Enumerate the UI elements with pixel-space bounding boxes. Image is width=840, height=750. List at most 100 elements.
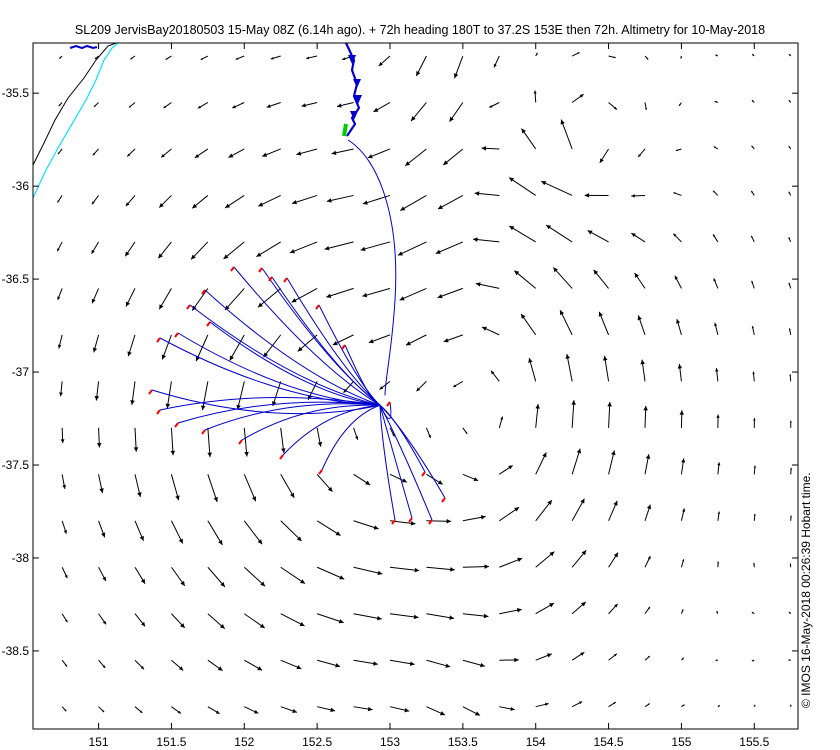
velocity-arrow <box>437 195 464 210</box>
velocity-arrow <box>499 607 522 615</box>
velocity-arrow <box>158 195 172 208</box>
velocity-arrow <box>499 657 519 663</box>
velocity-arrow <box>57 288 63 301</box>
velocity-arrow <box>94 55 99 60</box>
velocity-arrow <box>236 381 245 410</box>
velocity-arrow <box>571 51 580 57</box>
forecast-trajectory <box>177 401 381 424</box>
velocity-arrow <box>673 192 682 196</box>
y-tick-label: -38 <box>12 551 30 565</box>
velocity-arrow <box>157 241 172 259</box>
velocity-arrow <box>207 474 218 503</box>
velocity-arrow <box>644 606 651 615</box>
glider-track-arrow <box>354 95 362 104</box>
plot-frame <box>32 42 799 730</box>
x-axis: 151 151.5 152 152.5 153 153.5 154 154.5 155 155.5 <box>89 43 770 749</box>
velocity-arrow <box>163 102 172 109</box>
velocity-arrow <box>716 610 719 614</box>
velocity-arrow <box>165 55 172 61</box>
velocity-arrow <box>191 288 209 311</box>
velocity-arrow <box>753 465 756 475</box>
velocity-arrow <box>462 564 490 569</box>
velocity-arrow <box>125 195 136 207</box>
velocity-arrow <box>680 55 683 59</box>
velocity-arrow <box>416 380 427 392</box>
forecast-trajectory <box>379 405 433 521</box>
velocity-arrow <box>171 706 182 714</box>
velocity-arrow <box>681 704 685 708</box>
velocity-arrow <box>158 288 172 310</box>
velocity-arrow <box>750 190 755 196</box>
velocity-arrow <box>565 353 573 382</box>
velocity-arrow <box>26 614 30 621</box>
trajectory-endpoint <box>148 389 153 395</box>
velocity-arrow <box>535 551 555 568</box>
velocity-arrow <box>680 458 686 475</box>
velocity-arrow <box>535 452 547 475</box>
velocity-arrow <box>608 552 619 568</box>
trajectory-endpoint <box>441 497 446 503</box>
coastal-marker <box>69 44 98 50</box>
velocity-arrow <box>98 613 107 625</box>
velocity-arrow <box>535 52 538 57</box>
velocity-arrow <box>235 55 245 60</box>
velocity-arrow <box>571 448 582 475</box>
trajectory-endpoint <box>386 401 391 407</box>
velocity-arrow <box>61 613 68 623</box>
velocity-arrow <box>514 270 537 289</box>
forecast-trajectory <box>204 403 381 431</box>
velocity-arrow <box>753 513 756 521</box>
velocity-arrow <box>789 704 792 707</box>
velocity-arrow <box>788 191 792 196</box>
velocity-arrow <box>26 707 29 711</box>
velocity-arrow <box>644 555 651 568</box>
velocity-arrow <box>535 602 555 615</box>
velocity-arrow <box>94 381 100 401</box>
velocity-arrow <box>528 357 537 382</box>
velocity-arrow <box>207 566 226 588</box>
velocity-arrow <box>229 334 245 361</box>
velocity-arrow <box>535 702 549 708</box>
forecast-trajectory <box>321 404 381 471</box>
velocity-arrow <box>788 237 792 243</box>
forecast-trajectory <box>209 321 381 406</box>
velocity-arrow <box>389 659 415 666</box>
velocity-arrow <box>134 659 145 670</box>
velocity-arrow <box>644 703 651 708</box>
velocity-arrow <box>680 508 686 521</box>
velocity-arrow <box>426 659 451 668</box>
velocity-arrow <box>280 474 295 499</box>
velocity-arrow <box>426 566 455 572</box>
velocity-arrow <box>571 701 583 708</box>
forecast-trajectory <box>233 266 381 406</box>
velocity-arrow <box>679 410 684 428</box>
y-tick-label: -35.5 <box>2 86 30 100</box>
forecast-trajectory <box>241 404 381 441</box>
velocity-arrow <box>26 660 29 665</box>
velocity-arrow <box>190 241 209 260</box>
glider-track-line <box>345 43 361 137</box>
velocity-arrow <box>280 427 286 453</box>
velocity-arrow <box>389 473 408 483</box>
velocity-arrow <box>790 515 792 521</box>
y-tick-label: -37.5 <box>2 458 30 472</box>
velocity-arrow <box>353 613 382 621</box>
velocity-arrow <box>789 563 792 568</box>
trajectory-endpoint <box>318 469 323 475</box>
x-tick-label: 151.5 <box>156 735 186 749</box>
velocity-arrow <box>521 128 537 150</box>
velocity-arrow <box>399 287 427 301</box>
velocity-arrow <box>640 359 646 382</box>
velocity-arrow <box>751 325 755 335</box>
velocity-arrow <box>520 313 537 336</box>
velocity-arrow <box>207 427 212 458</box>
velocity-arrow <box>750 235 755 243</box>
trajectory-endpoint <box>206 321 211 327</box>
velocity-arrow <box>462 515 486 522</box>
velocity-arrow <box>161 334 172 360</box>
forecast-trajectory <box>379 404 426 473</box>
velocity-arrow <box>316 427 323 447</box>
y-tick-label: -36 <box>12 179 30 193</box>
velocity-arrow <box>171 566 186 587</box>
velocity-arrow <box>453 55 464 79</box>
